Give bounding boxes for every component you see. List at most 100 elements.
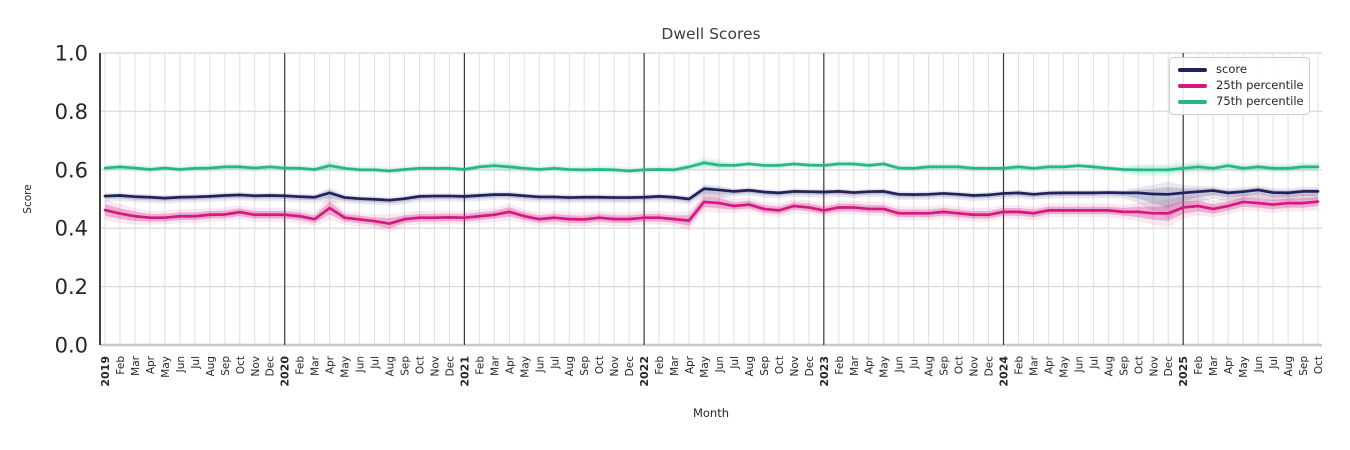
- svg-text:Dwell Scores: Dwell Scores: [661, 25, 760, 43]
- p75-line-swatch: [1178, 100, 1207, 104]
- svg-text:Aug: Aug: [205, 356, 217, 377]
- svg-text:Jun: Jun: [355, 356, 367, 373]
- svg-text:0.0: 0.0: [55, 334, 88, 358]
- svg-text:Jul: Jul: [1088, 356, 1100, 370]
- svg-text:2021: 2021: [458, 356, 471, 387]
- svg-text:Oct: Oct: [1133, 356, 1145, 374]
- svg-text:Mar: Mar: [669, 355, 681, 375]
- svg-text:Aug: Aug: [385, 356, 397, 377]
- svg-text:2025: 2025: [1177, 356, 1190, 387]
- svg-text:Month: Month: [693, 406, 729, 420]
- svg-text:Feb: Feb: [834, 356, 846, 375]
- svg-text:Jul: Jul: [549, 356, 561, 370]
- svg-text:May: May: [340, 356, 352, 378]
- svg-text:Dec: Dec: [804, 356, 816, 377]
- legend-item-score: score: [1178, 64, 1303, 76]
- svg-text:Feb: Feb: [295, 356, 307, 375]
- svg-text:Jun: Jun: [175, 356, 187, 373]
- svg-text:Jun: Jun: [714, 356, 726, 373]
- svg-text:Jun: Jun: [534, 356, 546, 373]
- svg-text:Aug: Aug: [744, 356, 756, 377]
- svg-text:Sep: Sep: [400, 356, 412, 376]
- svg-text:Apr: Apr: [864, 355, 876, 374]
- svg-text:Nov: Nov: [429, 356, 441, 377]
- svg-text:Dec: Dec: [444, 356, 456, 377]
- svg-text:Mar: Mar: [130, 355, 142, 375]
- legend-label-25th-percentile: 25th percentile: [1216, 78, 1304, 93]
- svg-text:Aug: Aug: [1103, 356, 1115, 377]
- p25-line-swatch: [1178, 84, 1207, 88]
- svg-text:Mar: Mar: [1028, 355, 1040, 375]
- svg-text:2020: 2020: [279, 356, 292, 387]
- svg-text:2022: 2022: [638, 356, 651, 387]
- svg-text:Oct: Oct: [414, 356, 426, 374]
- svg-text:Oct: Oct: [235, 356, 247, 374]
- svg-text:Feb: Feb: [474, 356, 486, 375]
- svg-text:Jul: Jul: [909, 356, 921, 370]
- svg-text:Score: Score: [22, 184, 34, 213]
- svg-text:Apr: Apr: [1223, 355, 1235, 374]
- svg-text:Sep: Sep: [1298, 356, 1310, 376]
- legend-item-25th-percentile: 25th percentile: [1178, 78, 1304, 93]
- svg-text:1.0: 1.0: [55, 42, 88, 66]
- svg-text:Oct: Oct: [1313, 356, 1325, 374]
- svg-text:May: May: [1238, 356, 1250, 378]
- svg-text:Apr: Apr: [325, 355, 337, 374]
- svg-text:Apr: Apr: [145, 355, 157, 374]
- svg-text:Sep: Sep: [579, 356, 591, 376]
- svg-text:Sep: Sep: [939, 356, 951, 376]
- svg-text:Apr: Apr: [1043, 355, 1055, 374]
- legend-item-75th-percentile: 75th percentile: [1178, 94, 1304, 109]
- legend: score 25th percentile 75th percentile: [1169, 57, 1310, 115]
- svg-text:Dec: Dec: [265, 356, 277, 377]
- svg-text:Aug: Aug: [564, 356, 576, 377]
- svg-text:Sep: Sep: [220, 356, 232, 376]
- svg-text:Nov: Nov: [609, 356, 621, 377]
- svg-text:May: May: [160, 356, 172, 378]
- svg-text:Oct: Oct: [594, 356, 606, 374]
- svg-text:Apr: Apr: [684, 355, 696, 374]
- svg-text:May: May: [1058, 356, 1070, 378]
- svg-text:0.4: 0.4: [55, 217, 88, 241]
- svg-text:0.2: 0.2: [55, 275, 88, 299]
- svg-text:Dec: Dec: [1163, 356, 1175, 377]
- svg-text:Jun: Jun: [894, 356, 906, 373]
- svg-text:Mar: Mar: [310, 355, 322, 375]
- score-line-swatch: [1178, 68, 1207, 72]
- svg-text:May: May: [699, 356, 711, 378]
- svg-text:Aug: Aug: [924, 356, 936, 377]
- svg-text:Oct: Oct: [954, 356, 966, 374]
- svg-text:Dec: Dec: [624, 356, 636, 377]
- svg-text:Mar: Mar: [849, 355, 861, 375]
- svg-text:Sep: Sep: [1118, 356, 1130, 376]
- svg-text:Nov: Nov: [789, 356, 801, 377]
- svg-text:Jun: Jun: [1253, 356, 1265, 373]
- svg-text:Jul: Jul: [190, 356, 202, 370]
- svg-text:Nov: Nov: [250, 356, 262, 377]
- svg-text:Mar: Mar: [489, 355, 501, 375]
- svg-text:0.8: 0.8: [55, 100, 88, 124]
- svg-text:Jul: Jul: [370, 356, 382, 370]
- svg-text:Feb: Feb: [1013, 356, 1025, 375]
- legend-label-score: score: [1216, 62, 1247, 77]
- svg-text:Mar: Mar: [1208, 355, 1220, 375]
- svg-text:2019: 2019: [99, 356, 112, 387]
- svg-text:Feb: Feb: [654, 356, 666, 375]
- svg-text:Sep: Sep: [759, 356, 771, 376]
- svg-text:2023: 2023: [818, 356, 831, 387]
- svg-text:Jul: Jul: [729, 356, 741, 370]
- svg-text:Feb: Feb: [115, 356, 127, 375]
- svg-text:Feb: Feb: [1193, 356, 1205, 375]
- svg-text:Dec: Dec: [984, 356, 996, 377]
- svg-text:0.6: 0.6: [55, 158, 88, 182]
- svg-text:Jun: Jun: [1073, 356, 1085, 373]
- svg-text:Jul: Jul: [1268, 356, 1280, 370]
- svg-text:Nov: Nov: [969, 356, 981, 377]
- svg-text:2024: 2024: [998, 356, 1011, 387]
- legend-label-75th-percentile: 75th percentile: [1216, 94, 1304, 109]
- svg-text:Aug: Aug: [1283, 356, 1295, 377]
- svg-text:May: May: [879, 356, 891, 378]
- svg-text:Oct: Oct: [774, 356, 786, 374]
